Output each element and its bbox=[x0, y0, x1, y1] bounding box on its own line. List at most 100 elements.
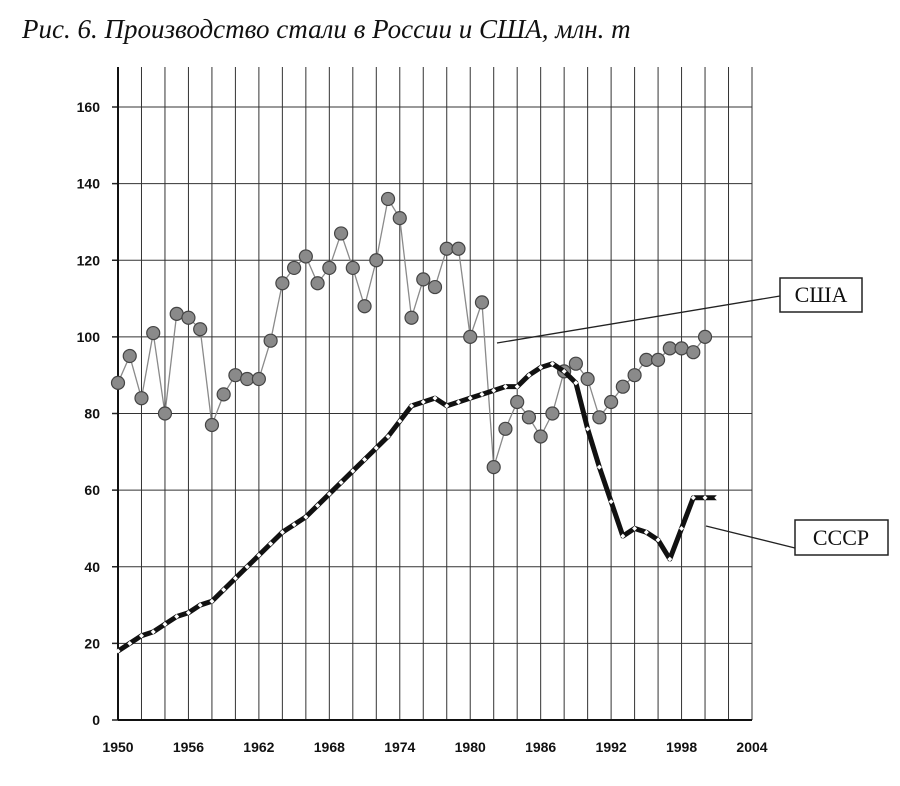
point bbox=[510, 394, 525, 410]
point bbox=[444, 403, 450, 409]
point bbox=[585, 426, 591, 432]
point bbox=[185, 610, 191, 616]
point bbox=[287, 260, 302, 276]
point bbox=[498, 421, 513, 436]
point bbox=[686, 345, 701, 360]
point bbox=[181, 310, 196, 325]
series bbox=[110, 191, 720, 654]
point bbox=[690, 495, 696, 501]
point bbox=[573, 380, 579, 386]
point bbox=[627, 368, 642, 383]
point bbox=[216, 387, 231, 402]
point bbox=[380, 191, 396, 207]
callout-leader bbox=[705, 525, 796, 549]
y-tick-label: 140 bbox=[77, 176, 101, 192]
x-tick-label: 1998 bbox=[666, 739, 697, 755]
callouts: США СССР bbox=[496, 277, 889, 556]
point bbox=[714, 495, 720, 501]
point bbox=[193, 322, 208, 337]
point bbox=[232, 575, 238, 581]
point bbox=[486, 460, 501, 475]
point bbox=[538, 365, 544, 371]
point bbox=[479, 391, 485, 397]
x-tick-label: 1980 bbox=[455, 739, 486, 755]
point bbox=[291, 522, 297, 528]
point bbox=[568, 356, 583, 371]
point bbox=[169, 306, 184, 321]
y-tick-label: 40 bbox=[84, 559, 100, 575]
point bbox=[533, 429, 548, 444]
callout-box bbox=[794, 519, 889, 556]
x-tick-label: 1974 bbox=[384, 739, 415, 755]
y-tick-label: 100 bbox=[77, 329, 101, 345]
y-tick-label: 80 bbox=[84, 406, 100, 422]
point bbox=[643, 529, 649, 535]
point bbox=[491, 388, 497, 394]
point bbox=[326, 491, 332, 497]
point bbox=[138, 633, 144, 639]
point bbox=[416, 272, 431, 287]
point bbox=[615, 379, 630, 394]
point bbox=[451, 241, 466, 256]
point bbox=[549, 361, 555, 367]
point bbox=[608, 499, 614, 505]
point bbox=[221, 587, 227, 593]
point bbox=[303, 514, 309, 520]
point bbox=[474, 295, 490, 310]
point bbox=[392, 211, 407, 226]
point bbox=[115, 648, 121, 654]
point bbox=[655, 537, 661, 543]
x-tick-label: 1956 bbox=[173, 739, 204, 755]
point bbox=[197, 602, 203, 608]
point bbox=[397, 418, 403, 424]
point bbox=[333, 226, 349, 241]
point bbox=[279, 529, 285, 535]
point bbox=[409, 403, 415, 409]
y-tick-label: 0 bbox=[92, 712, 100, 728]
callout-box bbox=[779, 277, 863, 313]
point bbox=[228, 368, 243, 383]
point bbox=[502, 384, 508, 390]
point bbox=[580, 371, 595, 387]
point bbox=[146, 325, 161, 341]
point bbox=[350, 468, 356, 474]
point bbox=[620, 533, 626, 539]
point bbox=[122, 348, 137, 364]
point bbox=[298, 249, 313, 264]
point bbox=[545, 406, 560, 421]
point bbox=[310, 276, 325, 291]
point bbox=[157, 406, 173, 421]
point bbox=[240, 371, 255, 387]
point bbox=[256, 552, 262, 558]
point bbox=[521, 410, 537, 425]
point bbox=[432, 395, 438, 401]
point bbox=[662, 341, 677, 356]
point bbox=[209, 598, 215, 604]
point bbox=[369, 253, 384, 268]
point bbox=[404, 310, 419, 325]
series-label: США bbox=[795, 282, 848, 307]
point bbox=[357, 299, 372, 314]
x-tick-label: 2004 bbox=[736, 739, 767, 755]
point bbox=[667, 556, 673, 562]
point bbox=[251, 371, 266, 387]
x-tick-label: 1968 bbox=[314, 739, 345, 755]
y-tick-label: 160 bbox=[77, 99, 101, 115]
point bbox=[204, 417, 220, 433]
point bbox=[674, 341, 689, 356]
point bbox=[150, 629, 156, 635]
point bbox=[455, 399, 461, 405]
point bbox=[592, 410, 607, 425]
point bbox=[162, 621, 168, 627]
callout-leader bbox=[496, 295, 781, 344]
point bbox=[362, 456, 368, 462]
point bbox=[463, 329, 478, 344]
x-tick-label: 1992 bbox=[596, 739, 627, 755]
point bbox=[596, 464, 602, 470]
y-tick-label: 60 bbox=[84, 482, 100, 498]
chart-title: Рис. 6. Производство стали в России и СШ… bbox=[21, 14, 631, 44]
point bbox=[322, 260, 337, 276]
y-tick-label: 20 bbox=[84, 635, 100, 651]
